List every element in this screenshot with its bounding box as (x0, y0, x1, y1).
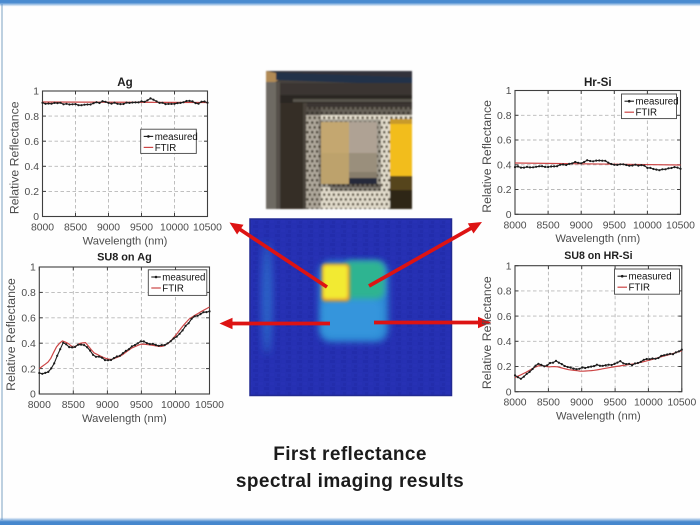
svg-text:Relative Reflectance: Relative Reflectance (7, 101, 21, 214)
svg-text:0: 0 (33, 212, 39, 223)
svg-text:10500: 10500 (195, 400, 224, 411)
svg-text:8000: 8000 (28, 400, 51, 411)
svg-text:0.4: 0.4 (21, 339, 36, 350)
svg-text:9500: 9500 (130, 400, 153, 411)
svg-text:8500: 8500 (64, 223, 87, 234)
svg-text:0.2: 0.2 (497, 185, 512, 196)
svg-text:10000: 10000 (161, 400, 190, 411)
svg-text:10500: 10500 (666, 220, 695, 231)
svg-text:Wavelength (nm): Wavelength (nm) (556, 411, 641, 423)
svg-text:10000: 10000 (160, 223, 189, 234)
svg-text:Relative Reflectance: Relative Reflectance (480, 100, 494, 213)
svg-text:8000: 8000 (503, 398, 526, 409)
svg-text:10500: 10500 (667, 398, 696, 409)
svg-text:Hr-Si: Hr-Si (584, 76, 612, 89)
svg-text:9000: 9000 (97, 223, 120, 234)
svg-text:0: 0 (30, 390, 36, 401)
svg-text:0.2: 0.2 (497, 362, 512, 373)
svg-text:0.2: 0.2 (25, 187, 40, 198)
svg-text:Relative Reflectance: Relative Reflectance (4, 278, 18, 391)
svg-text:measured: measured (629, 272, 672, 283)
svg-text:9500: 9500 (604, 398, 627, 409)
svg-text:0: 0 (506, 210, 512, 221)
svg-text:0.6: 0.6 (25, 137, 40, 148)
svg-text:SU8 on HR-Si: SU8 on HR-Si (564, 250, 632, 262)
svg-text:1: 1 (506, 86, 512, 97)
svg-text:SU8 on Ag: SU8 on Ag (97, 252, 152, 264)
svg-text:measured: measured (155, 132, 198, 143)
svg-text:0.8: 0.8 (497, 111, 512, 122)
svg-text:9500: 9500 (130, 223, 153, 234)
svg-text:8500: 8500 (537, 220, 560, 231)
svg-text:9000: 9000 (96, 400, 119, 411)
svg-text:Wavelength (nm): Wavelength (nm) (83, 235, 168, 247)
svg-text:0.6: 0.6 (497, 136, 512, 147)
svg-text:0.4: 0.4 (25, 162, 40, 173)
svg-text:10500: 10500 (193, 223, 222, 234)
svg-text:10000: 10000 (634, 398, 663, 409)
svg-text:0.6: 0.6 (21, 314, 36, 325)
svg-text:8000: 8000 (503, 220, 526, 231)
svg-text:FTIR: FTIR (155, 143, 177, 154)
svg-text:8500: 8500 (62, 400, 85, 411)
svg-text:Relative Reflectance: Relative Reflectance (480, 276, 494, 389)
svg-text:Wavelength (nm): Wavelength (nm) (82, 413, 167, 425)
svg-text:8000: 8000 (31, 223, 54, 234)
svg-text:9500: 9500 (603, 220, 626, 231)
svg-text:Ag: Ag (117, 76, 132, 89)
svg-text:8500: 8500 (537, 398, 560, 409)
svg-text:1: 1 (33, 87, 39, 98)
svg-text:9000: 9000 (570, 220, 593, 231)
svg-text:measured: measured (162, 272, 205, 283)
svg-text:FTIR: FTIR (629, 283, 651, 294)
svg-text:0: 0 (506, 387, 512, 398)
svg-text:0.4: 0.4 (497, 337, 512, 348)
svg-text:0.8: 0.8 (25, 112, 40, 123)
svg-text:FTIR: FTIR (162, 283, 184, 294)
svg-text:0.8: 0.8 (497, 287, 512, 298)
svg-text:FTIR: FTIR (636, 108, 658, 119)
svg-text:0.2: 0.2 (21, 364, 36, 375)
svg-text:1: 1 (30, 263, 36, 274)
svg-text:10000: 10000 (633, 220, 662, 231)
svg-text:0.6: 0.6 (497, 312, 512, 323)
svg-text:Wavelength (nm): Wavelength (nm) (555, 233, 640, 245)
svg-text:9000: 9000 (570, 398, 593, 409)
svg-text:0.8: 0.8 (21, 288, 36, 299)
svg-text:0.4: 0.4 (497, 161, 512, 172)
svg-text:1: 1 (506, 261, 512, 272)
svg-text:measured: measured (636, 97, 679, 108)
